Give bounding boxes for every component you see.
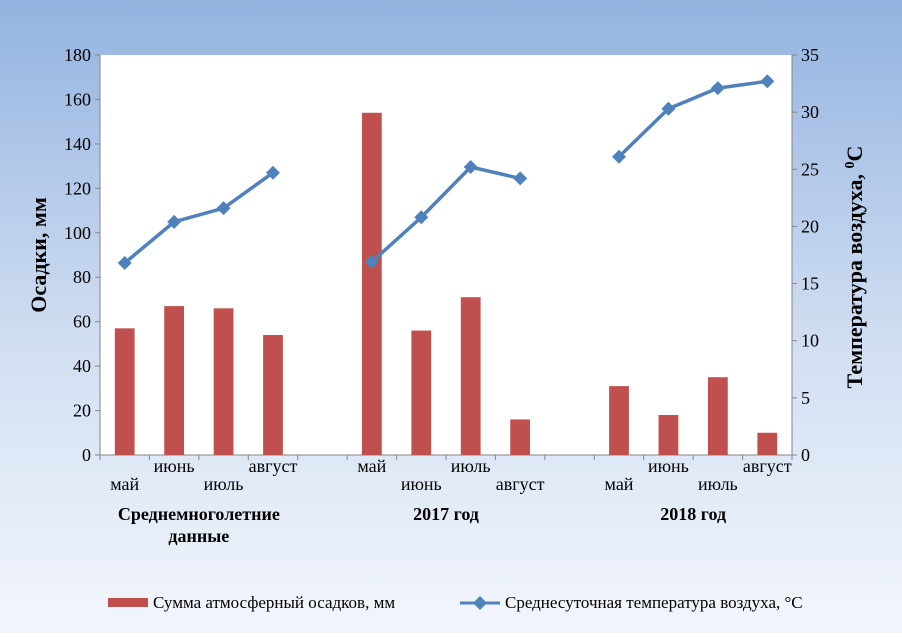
temperature-point <box>216 201 231 216</box>
y-right-tick-label: 25 <box>801 159 819 179</box>
y-right-tick-label: 30 <box>801 102 819 122</box>
legend-line-label: Среднесуточная температура воздуха, °С <box>505 593 803 612</box>
x-tick-label: июль <box>204 474 244 494</box>
precipitation-bar <box>213 308 234 455</box>
temperature-point <box>710 81 725 96</box>
precipitation-bar <box>658 415 679 455</box>
y-axis-left-label: Осадки, мм <box>26 197 51 313</box>
precipitation-bar <box>510 419 531 455</box>
legend-bar-label: Сумма атмосферный осадков, мм <box>153 593 395 612</box>
y-right-tick-label: 5 <box>801 388 810 408</box>
y-left-tick-label: 160 <box>64 89 91 109</box>
temperature-line <box>617 79 768 158</box>
group-label: данные <box>168 526 229 546</box>
x-tick-label: май <box>605 474 634 494</box>
precipitation-bar <box>361 112 382 456</box>
temperature-line <box>370 165 521 264</box>
temperature-point <box>167 214 182 229</box>
precipitation-bar <box>757 432 778 455</box>
precipitation-bar <box>164 306 185 455</box>
y-axis-right-label: Температура воздуха, 0C <box>842 146 867 389</box>
plot-area <box>100 55 792 455</box>
lines-layer <box>117 74 775 270</box>
bars-layer <box>114 112 778 456</box>
x-tick-label: май <box>357 456 386 476</box>
temperature-point <box>760 74 775 89</box>
temperature-point <box>414 210 429 225</box>
precipitation-bar <box>460 297 481 455</box>
y-left-tick-label: 60 <box>73 312 91 332</box>
temperature-point <box>661 101 676 116</box>
x-tick-label: август <box>743 456 792 476</box>
y-left-tick-label: 0 <box>82 445 91 465</box>
temperature-point <box>117 256 132 270</box>
y-right-tick-label: 35 <box>801 45 819 65</box>
temperature-point <box>364 254 379 269</box>
legend-bar-swatch <box>108 598 148 607</box>
x-tick-label: июнь <box>648 456 689 476</box>
x-tick-label: июнь <box>401 474 442 494</box>
y-left-tick-label: 80 <box>73 267 91 287</box>
x-tick-label: август <box>496 474 545 494</box>
precipitation-bar <box>609 386 629 455</box>
group-label: Среднемноголетние <box>118 504 280 524</box>
y-left-tick-label: 180 <box>64 45 91 65</box>
precipitation-bar <box>114 328 135 455</box>
x-tick-label: июнь <box>154 456 195 476</box>
y-left-tick-label: 20 <box>73 401 91 421</box>
x-tick-label: июль <box>698 474 738 494</box>
temperature-point <box>463 160 478 174</box>
temperature-point <box>513 171 528 186</box>
y-left-tick-label: 40 <box>73 356 91 376</box>
legend: Сумма атмосферный осадков, мм Среднесуто… <box>108 593 803 612</box>
y-left-tick-label: 100 <box>64 223 91 243</box>
legend-line-marker <box>473 596 487 610</box>
precipitation-bar <box>411 330 432 455</box>
group-label: 2018 год <box>660 504 726 524</box>
precipitation-bar <box>263 335 283 455</box>
x-tick-label: июль <box>451 456 491 476</box>
group-label: 2017 год <box>413 504 479 524</box>
y-left-tick-label: 140 <box>64 134 91 154</box>
y-left-tick-label: 120 <box>64 178 91 198</box>
y-right-tick-label: 15 <box>801 274 819 294</box>
temperature-line <box>123 171 275 265</box>
temperature-point <box>612 149 626 164</box>
y-right-tick-label: 20 <box>801 216 819 236</box>
x-tick-label: август <box>249 456 298 476</box>
x-tick-label: май <box>110 474 139 494</box>
y-right-tick-label: 10 <box>801 331 819 351</box>
y-right-tick-label: 0 <box>801 445 810 465</box>
temperature-point <box>266 165 280 180</box>
precipitation-bar <box>707 377 728 455</box>
